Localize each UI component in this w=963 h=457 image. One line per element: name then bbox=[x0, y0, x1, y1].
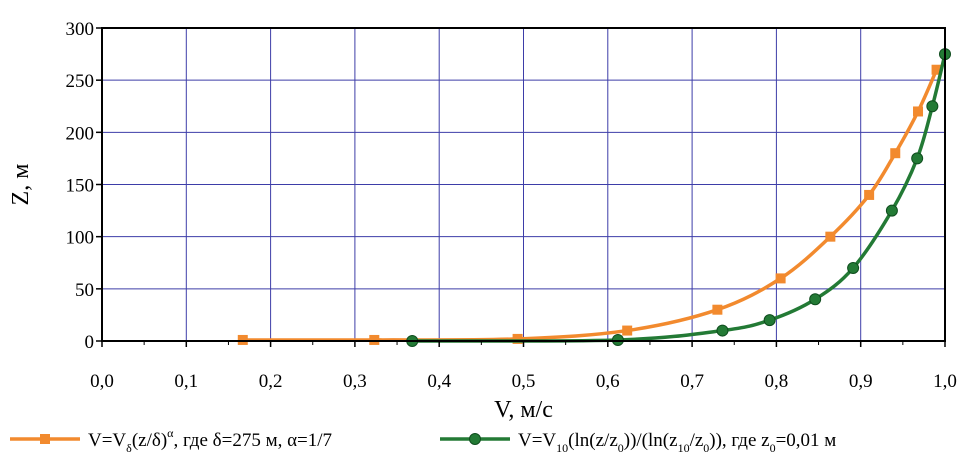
data-point-series-1 bbox=[775, 273, 786, 284]
x-axis-title: V, м/с bbox=[494, 397, 553, 423]
data-point-series-2 bbox=[809, 293, 822, 306]
data-point-series-1 bbox=[931, 64, 942, 75]
data-point-series-1 bbox=[913, 106, 924, 117]
tick-labels: 0,0 0,1 0,2 0,3 0,4 0,5 0,6 0,7 0,8 0,9 1,0 0 50 100 1… bbox=[66, 19, 957, 392]
data-point-series-2 bbox=[926, 100, 939, 113]
data-point-series-1 bbox=[622, 325, 633, 336]
data-point-series-1 bbox=[890, 148, 901, 159]
ticks bbox=[96, 27, 946, 347]
data-point-series-2 bbox=[716, 324, 729, 337]
data-point-series-2 bbox=[611, 333, 624, 346]
y-tick-label: 50 bbox=[75, 280, 94, 301]
data-point-series-1 bbox=[712, 304, 723, 315]
data-point-series-1 bbox=[825, 231, 836, 242]
y-tick-label: 150 bbox=[66, 176, 95, 197]
legend-marker-series-1 bbox=[40, 434, 50, 444]
series-layer bbox=[237, 48, 951, 347]
x-tick-label: 0,5 bbox=[512, 371, 536, 392]
data-point-series-2 bbox=[847, 261, 860, 274]
x-tick-label: 0,7 bbox=[680, 371, 704, 392]
data-point-series-1 bbox=[512, 333, 523, 344]
x-tick-label: 1,0 bbox=[933, 371, 957, 392]
x-tick-label: 0,0 bbox=[90, 371, 114, 392]
series-2 bbox=[406, 48, 951, 347]
data-point-series-2 bbox=[885, 204, 898, 217]
data-point-series-1 bbox=[369, 334, 380, 345]
legend-item-series-2: V=V10(ln(z/z0))/(ln(z10/z0)), где z0=0,0… bbox=[440, 430, 836, 455]
legend-item-series-1: V=Vδ(z/δ)α, где δ=275 м, α=1/7 bbox=[10, 426, 332, 455]
x-tick-label: 0,1 bbox=[174, 371, 198, 392]
series-line-1 bbox=[242, 69, 939, 342]
y-tick-label: 100 bbox=[66, 228, 95, 249]
legend: V=Vδ(z/δ)α, где δ=275 м, α=1/7 V=V10(ln(… bbox=[10, 426, 836, 455]
x-tick-label: 0,4 bbox=[427, 371, 451, 392]
data-point-series-1 bbox=[864, 189, 875, 200]
legend-marker-series-2 bbox=[469, 433, 481, 445]
legend-label-series-1: V=Vδ(z/δ)α, где δ=275 м, α=1/7 bbox=[88, 426, 332, 455]
data-point-series-2 bbox=[911, 152, 924, 165]
data-point-series-2 bbox=[763, 314, 776, 327]
x-tick-label: 0,8 bbox=[765, 371, 789, 392]
y-tick-label: 0 bbox=[85, 332, 95, 353]
y-tick-label: 250 bbox=[66, 71, 95, 92]
data-point-series-1 bbox=[237, 334, 248, 345]
grid bbox=[102, 28, 945, 341]
x-tick-label: 0,6 bbox=[596, 371, 620, 392]
y-axis-title: Z, м bbox=[8, 164, 34, 206]
y-tick-label: 200 bbox=[66, 123, 95, 144]
legend-label-series-2: V=V10(ln(z/z0))/(ln(z10/z0)), где z0=0,0… bbox=[518, 430, 836, 455]
series-1 bbox=[237, 64, 942, 345]
x-tick-label: 0,9 bbox=[849, 371, 873, 392]
y-tick-label: 300 bbox=[66, 19, 95, 40]
x-tick-label: 0,2 bbox=[259, 371, 283, 392]
x-tick-label: 0,3 bbox=[343, 371, 367, 392]
